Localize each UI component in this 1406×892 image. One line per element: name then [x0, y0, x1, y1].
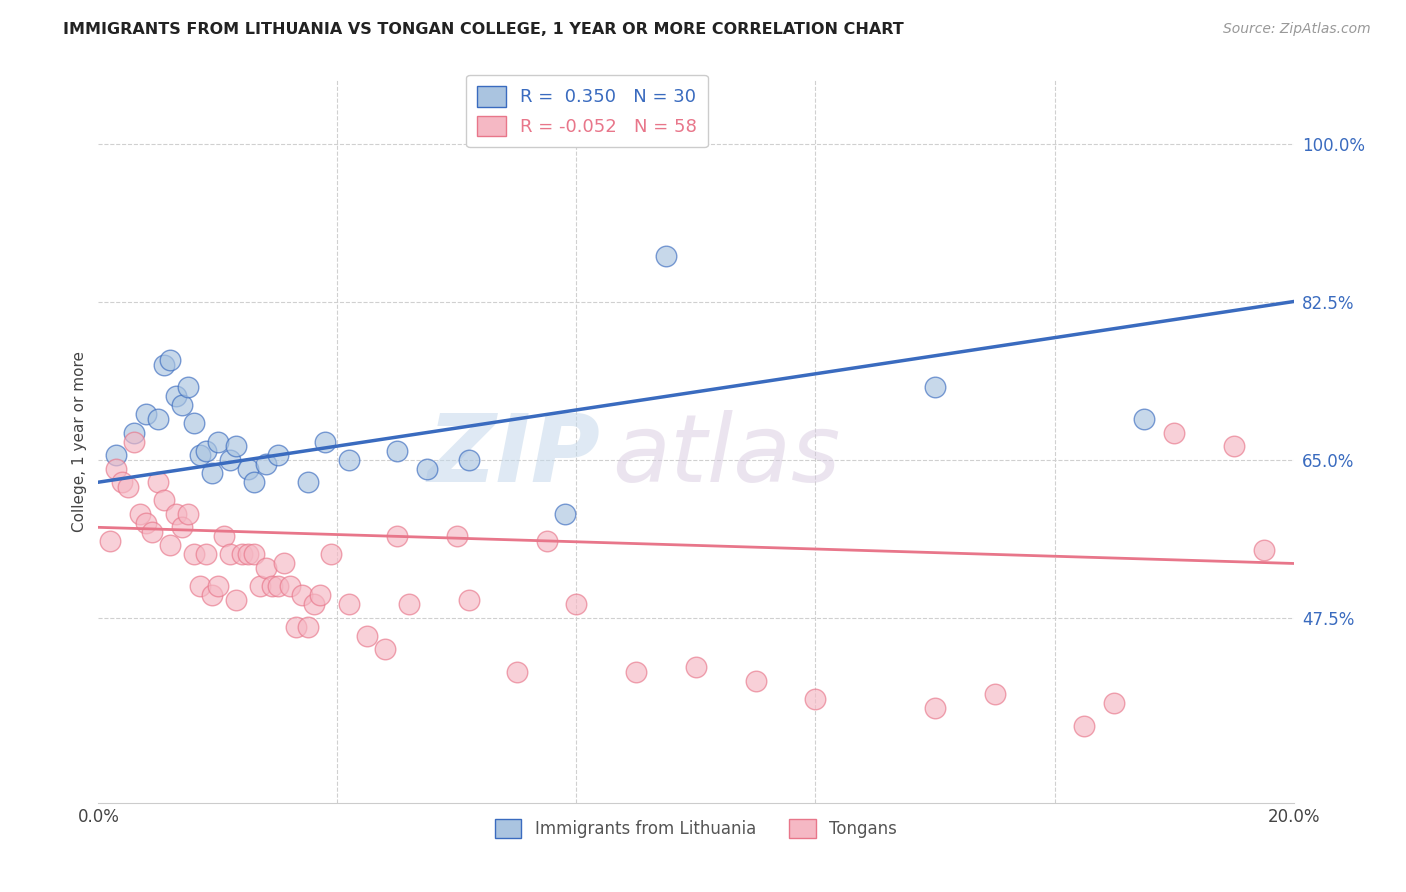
- Point: [446, 529, 468, 543]
- Point: [124, 434, 146, 449]
- Point: [1163, 425, 1185, 440]
- Point: [984, 687, 1007, 701]
- Point: [626, 665, 648, 679]
- Point: [165, 507, 187, 521]
- Point: [565, 597, 588, 611]
- Point: [685, 660, 707, 674]
- Text: ZIP: ZIP: [427, 410, 600, 502]
- Point: [219, 548, 242, 562]
- Point: [105, 448, 128, 462]
- Point: [416, 461, 439, 475]
- Point: [554, 507, 576, 521]
- Point: [135, 516, 157, 530]
- Point: [924, 701, 946, 715]
- Point: [183, 417, 205, 431]
- Point: [536, 533, 558, 548]
- Point: [321, 548, 343, 562]
- Point: [398, 597, 420, 611]
- Point: [458, 452, 481, 467]
- Point: [1073, 719, 1095, 733]
- Point: [506, 665, 529, 679]
- Text: Source: ZipAtlas.com: Source: ZipAtlas.com: [1223, 22, 1371, 37]
- Point: [165, 389, 187, 403]
- Point: [243, 475, 266, 490]
- Point: [458, 592, 481, 607]
- Point: [804, 692, 827, 706]
- Point: [231, 548, 253, 562]
- Point: [254, 457, 277, 471]
- Point: [141, 524, 163, 539]
- Point: [153, 358, 176, 372]
- Point: [243, 548, 266, 562]
- Point: [219, 452, 242, 467]
- Point: [159, 353, 181, 368]
- Point: [201, 588, 224, 602]
- Point: [212, 529, 235, 543]
- Point: [98, 533, 122, 548]
- Point: [339, 597, 361, 611]
- Point: [148, 412, 170, 426]
- Point: [374, 642, 396, 657]
- Point: [308, 588, 330, 602]
- Point: [315, 434, 337, 449]
- Point: [188, 579, 211, 593]
- Point: [225, 439, 247, 453]
- Point: [1104, 697, 1126, 711]
- Point: [188, 448, 211, 462]
- Point: [148, 475, 170, 490]
- Point: [267, 579, 290, 593]
- Point: [267, 448, 290, 462]
- Point: [339, 452, 361, 467]
- Point: [297, 620, 319, 634]
- Point: [284, 620, 307, 634]
- Point: [924, 380, 946, 394]
- Point: [1133, 412, 1156, 426]
- Point: [278, 579, 301, 593]
- Text: atlas: atlas: [613, 410, 841, 501]
- Point: [385, 443, 409, 458]
- Point: [260, 579, 283, 593]
- Point: [254, 561, 277, 575]
- Point: [177, 507, 200, 521]
- Text: IMMIGRANTS FROM LITHUANIA VS TONGAN COLLEGE, 1 YEAR OR MORE CORRELATION CHART: IMMIGRANTS FROM LITHUANIA VS TONGAN COLL…: [63, 22, 904, 37]
- Point: [177, 380, 200, 394]
- Y-axis label: College, 1 year or more: College, 1 year or more: [72, 351, 87, 532]
- Point: [105, 461, 128, 475]
- Point: [291, 588, 314, 602]
- Point: [302, 597, 325, 611]
- Legend: Immigrants from Lithuania, Tongans: Immigrants from Lithuania, Tongans: [488, 813, 904, 845]
- Point: [655, 249, 678, 263]
- Point: [195, 443, 218, 458]
- Point: [236, 548, 259, 562]
- Point: [117, 480, 139, 494]
- Point: [195, 548, 218, 562]
- Point: [135, 408, 157, 422]
- Point: [129, 507, 152, 521]
- Point: [1223, 439, 1246, 453]
- Point: [385, 529, 409, 543]
- Point: [207, 579, 229, 593]
- Point: [225, 592, 247, 607]
- Point: [207, 434, 229, 449]
- Point: [172, 399, 194, 413]
- Point: [153, 493, 176, 508]
- Point: [201, 466, 224, 480]
- Point: [249, 579, 271, 593]
- Point: [159, 538, 181, 552]
- Point: [111, 475, 134, 490]
- Point: [124, 425, 146, 440]
- Point: [1253, 542, 1275, 557]
- Point: [297, 475, 319, 490]
- Point: [172, 520, 194, 534]
- Point: [183, 548, 205, 562]
- Point: [236, 461, 259, 475]
- Point: [273, 557, 295, 571]
- Point: [745, 673, 768, 688]
- Point: [356, 629, 378, 643]
